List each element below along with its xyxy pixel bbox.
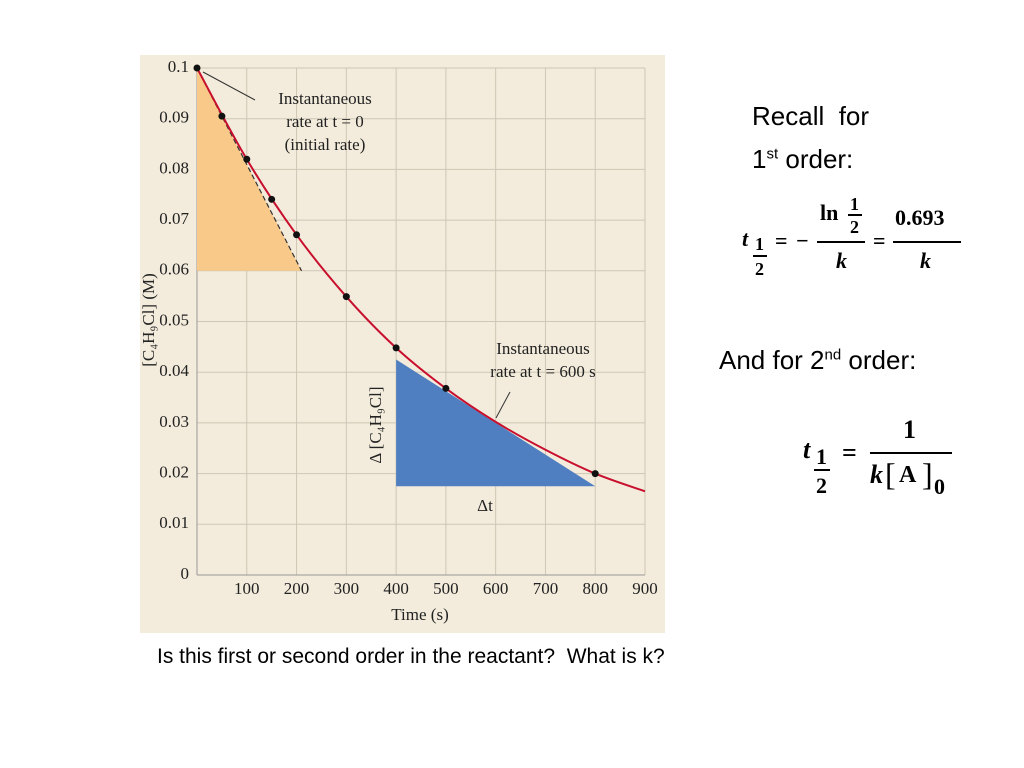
text: 1: [752, 144, 767, 174]
data-point: [243, 155, 251, 163]
data-point: [342, 293, 350, 301]
symbol: 2: [850, 217, 859, 237]
x-tick-label: 600: [483, 579, 509, 598]
data-point: [268, 195, 276, 203]
fraction-bar: [870, 452, 952, 454]
symbol: 0: [934, 474, 945, 499]
symbol: t: [742, 226, 749, 251]
y-tick-label: 0.05: [159, 310, 189, 329]
symbol: k: [870, 460, 883, 489]
symbol: =: [873, 228, 886, 253]
y-tick-label: 0.1: [168, 57, 189, 76]
first-order-text: 1st order:: [752, 146, 853, 172]
fraction-bar: [817, 241, 865, 243]
tangent-line: [196, 67, 303, 272]
symbol: k: [920, 248, 931, 273]
y-tick-label: 0.06: [159, 260, 189, 279]
x-axis-label: Time (s): [391, 605, 448, 624]
data-point: [442, 384, 450, 392]
y-tick-label: 0.02: [159, 463, 189, 482]
symbol: 0.693: [895, 205, 945, 230]
symbol: [: [885, 456, 896, 492]
symbol: =: [842, 438, 857, 467]
text: order:: [778, 144, 854, 174]
symbol: t: [803, 435, 811, 464]
fraction-bar: [814, 469, 830, 471]
symbol: ln: [820, 200, 839, 225]
annotation: Instantaneous: [278, 89, 371, 108]
superscript: nd: [824, 346, 842, 364]
symbol: 2: [755, 259, 764, 279]
y-tick-label: 0.08: [159, 158, 189, 177]
symbol: 1: [755, 234, 764, 254]
fit-curve: [196, 67, 646, 493]
y-tick-label: 0.01: [159, 513, 189, 532]
x-tick-label: 100: [234, 579, 260, 598]
annotation: rate at t = 600 s: [490, 362, 595, 381]
symbol: =: [775, 228, 788, 253]
data-point: [591, 470, 599, 478]
x-tick-label: 700: [533, 579, 559, 598]
fraction-bar: [893, 241, 961, 243]
annotation: Δt: [477, 496, 493, 515]
symbol: A: [899, 462, 917, 488]
annotation: Δ [C₄H₉Cl]: [366, 386, 385, 463]
symbol: 1: [903, 415, 916, 444]
data-point: [293, 231, 301, 239]
fraction-bar: [848, 214, 862, 216]
data-point: [193, 64, 201, 72]
recall-text: Recall for: [752, 101, 870, 131]
text: And for 2: [719, 345, 825, 375]
x-tick-label: 300: [334, 579, 360, 598]
x-tick-label: 400: [383, 579, 409, 598]
x-tick-label: 900: [632, 579, 658, 598]
y-tick-label: 0.07: [159, 209, 189, 228]
data-point: [392, 344, 400, 352]
symbol: 1: [816, 444, 827, 469]
annotation: Instantaneous: [496, 339, 589, 358]
annotation: (initial rate): [285, 135, 366, 154]
x-tick-label: 500: [433, 579, 459, 598]
symbol: 1: [850, 194, 859, 214]
x-tick-label: 200: [284, 579, 310, 598]
second-order-text: And for 2nd order:: [719, 347, 916, 373]
y-tick-label: 0: [181, 564, 190, 583]
symbol: ]: [922, 456, 933, 492]
x-tick-label: 800: [582, 579, 608, 598]
question-text: Is this first or second order in the rea…: [157, 645, 665, 668]
y-axis-label: [C₄H₉Cl] (M): [139, 273, 158, 367]
y-tick-label: 0.09: [159, 108, 189, 127]
data-point: [218, 112, 226, 120]
annotation-arrow: [495, 391, 511, 419]
y-tick-label: 0.04: [159, 361, 189, 380]
symbol: −: [796, 228, 809, 253]
y-tick-label: 0.03: [159, 412, 189, 431]
symbol: k: [836, 248, 847, 273]
symbol: 2: [816, 473, 827, 498]
text: order:: [841, 345, 917, 375]
fraction-bar: [753, 255, 767, 257]
annotation: rate at t = 0: [286, 112, 364, 131]
superscript: st: [766, 145, 779, 163]
annotation-arrow: [202, 71, 256, 101]
